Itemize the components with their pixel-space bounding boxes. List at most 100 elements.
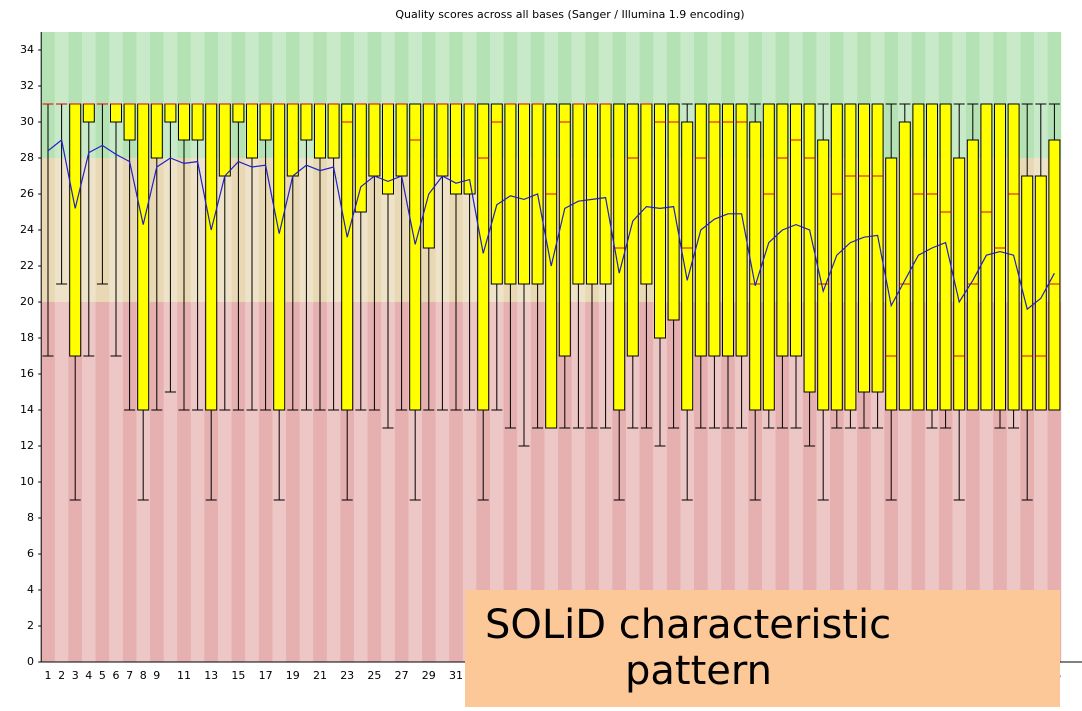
whisker-low xyxy=(953,410,965,501)
box xyxy=(69,103,82,357)
x-tick-label: 9 xyxy=(153,669,160,682)
whisker-low xyxy=(817,410,829,501)
box xyxy=(232,103,245,123)
whisker-low xyxy=(749,410,761,501)
whisker-high xyxy=(1035,103,1047,176)
box xyxy=(885,157,898,411)
box xyxy=(613,103,626,411)
whisker-low xyxy=(450,194,462,411)
whisker-low xyxy=(940,410,952,429)
x-tick-label: 11 xyxy=(177,669,191,682)
box xyxy=(341,103,354,411)
box xyxy=(82,103,95,123)
box xyxy=(586,103,598,285)
whisker-high xyxy=(885,103,897,158)
box xyxy=(640,103,653,285)
whisker-low xyxy=(926,410,938,429)
whisker-low xyxy=(232,122,244,411)
box xyxy=(926,103,938,411)
whisker-high xyxy=(1048,103,1060,140)
whisker-low xyxy=(382,194,394,429)
whisker-low xyxy=(314,158,326,411)
whisker-low xyxy=(885,410,897,501)
box xyxy=(654,103,666,339)
x-tick-label: 25 xyxy=(367,669,381,682)
y-tick-label: 22 xyxy=(20,259,34,272)
whisker-low xyxy=(137,410,149,501)
x-tick-label: 19 xyxy=(286,669,300,682)
y-tick-label: 12 xyxy=(20,439,34,452)
box xyxy=(1021,175,1034,411)
whisker-low xyxy=(423,248,435,411)
whisker-low xyxy=(613,410,625,501)
box xyxy=(749,121,762,411)
x-tick-label: 5 xyxy=(99,669,106,682)
whisker-low xyxy=(763,410,775,429)
stripe xyxy=(54,32,69,662)
box xyxy=(735,103,748,357)
x-tick-label: 8 xyxy=(140,669,147,682)
box xyxy=(572,103,585,285)
y-tick-label: 14 xyxy=(20,403,34,416)
box xyxy=(150,103,163,159)
y-tick-label: 4 xyxy=(27,583,34,596)
box xyxy=(994,103,1006,411)
whisker-low xyxy=(640,284,652,429)
box xyxy=(898,121,911,411)
whisker-low xyxy=(695,356,707,429)
y-tick-label: 16 xyxy=(20,367,34,380)
box xyxy=(246,103,258,159)
box xyxy=(1048,139,1061,411)
whisker-low xyxy=(858,392,870,429)
y-tick-label: 8 xyxy=(27,511,34,524)
whisker-low xyxy=(627,356,639,429)
x-tick-label: 3 xyxy=(72,669,79,682)
whisker-low xyxy=(110,122,122,357)
box xyxy=(395,103,408,177)
whisker-low xyxy=(273,410,285,501)
mean-line xyxy=(47,138,1055,311)
whisker-low xyxy=(559,356,571,429)
whisker-low xyxy=(722,356,734,429)
whisker-low xyxy=(328,158,340,411)
whisker-low xyxy=(287,176,299,411)
whisker-low xyxy=(341,410,353,501)
y-tick-label: 26 xyxy=(20,187,34,200)
box xyxy=(273,103,286,411)
box xyxy=(436,103,449,177)
whisker-low xyxy=(436,176,448,411)
box xyxy=(681,121,694,411)
box xyxy=(191,103,204,141)
x-tick-label: 1 xyxy=(45,669,52,682)
whisker-low xyxy=(586,284,598,429)
box xyxy=(599,103,612,285)
x-tick-label: 29 xyxy=(422,669,436,682)
whisker-low xyxy=(654,338,666,447)
whisker-high xyxy=(953,103,965,158)
chart-title: Quality scores across all bases (Sanger … xyxy=(395,8,744,21)
whisker-low xyxy=(804,392,816,447)
whisker-low xyxy=(572,284,584,429)
whisker-low xyxy=(300,140,312,411)
whisker-high xyxy=(817,103,829,140)
whisker-low xyxy=(355,212,367,411)
whisker-low xyxy=(69,356,81,501)
x-tick-label: 17 xyxy=(259,669,273,682)
whisker-low xyxy=(124,140,136,411)
whisker-low xyxy=(464,194,476,411)
whisker-low xyxy=(164,122,176,393)
whisker-low xyxy=(1021,410,1033,501)
whisker-low xyxy=(518,284,530,447)
box xyxy=(858,103,870,393)
box xyxy=(422,103,435,249)
whisker-high xyxy=(967,103,979,140)
box xyxy=(327,103,340,159)
whisker-low xyxy=(192,140,204,411)
y-tick-label: 2 xyxy=(27,619,34,632)
box xyxy=(667,103,680,321)
y-tick-label: 10 xyxy=(20,475,34,488)
box xyxy=(871,103,884,393)
whisker-low xyxy=(178,140,190,411)
box xyxy=(300,103,313,141)
